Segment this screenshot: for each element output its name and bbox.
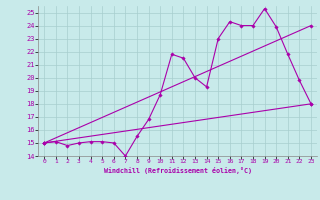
X-axis label: Windchill (Refroidissement éolien,°C): Windchill (Refroidissement éolien,°C) — [104, 167, 252, 174]
